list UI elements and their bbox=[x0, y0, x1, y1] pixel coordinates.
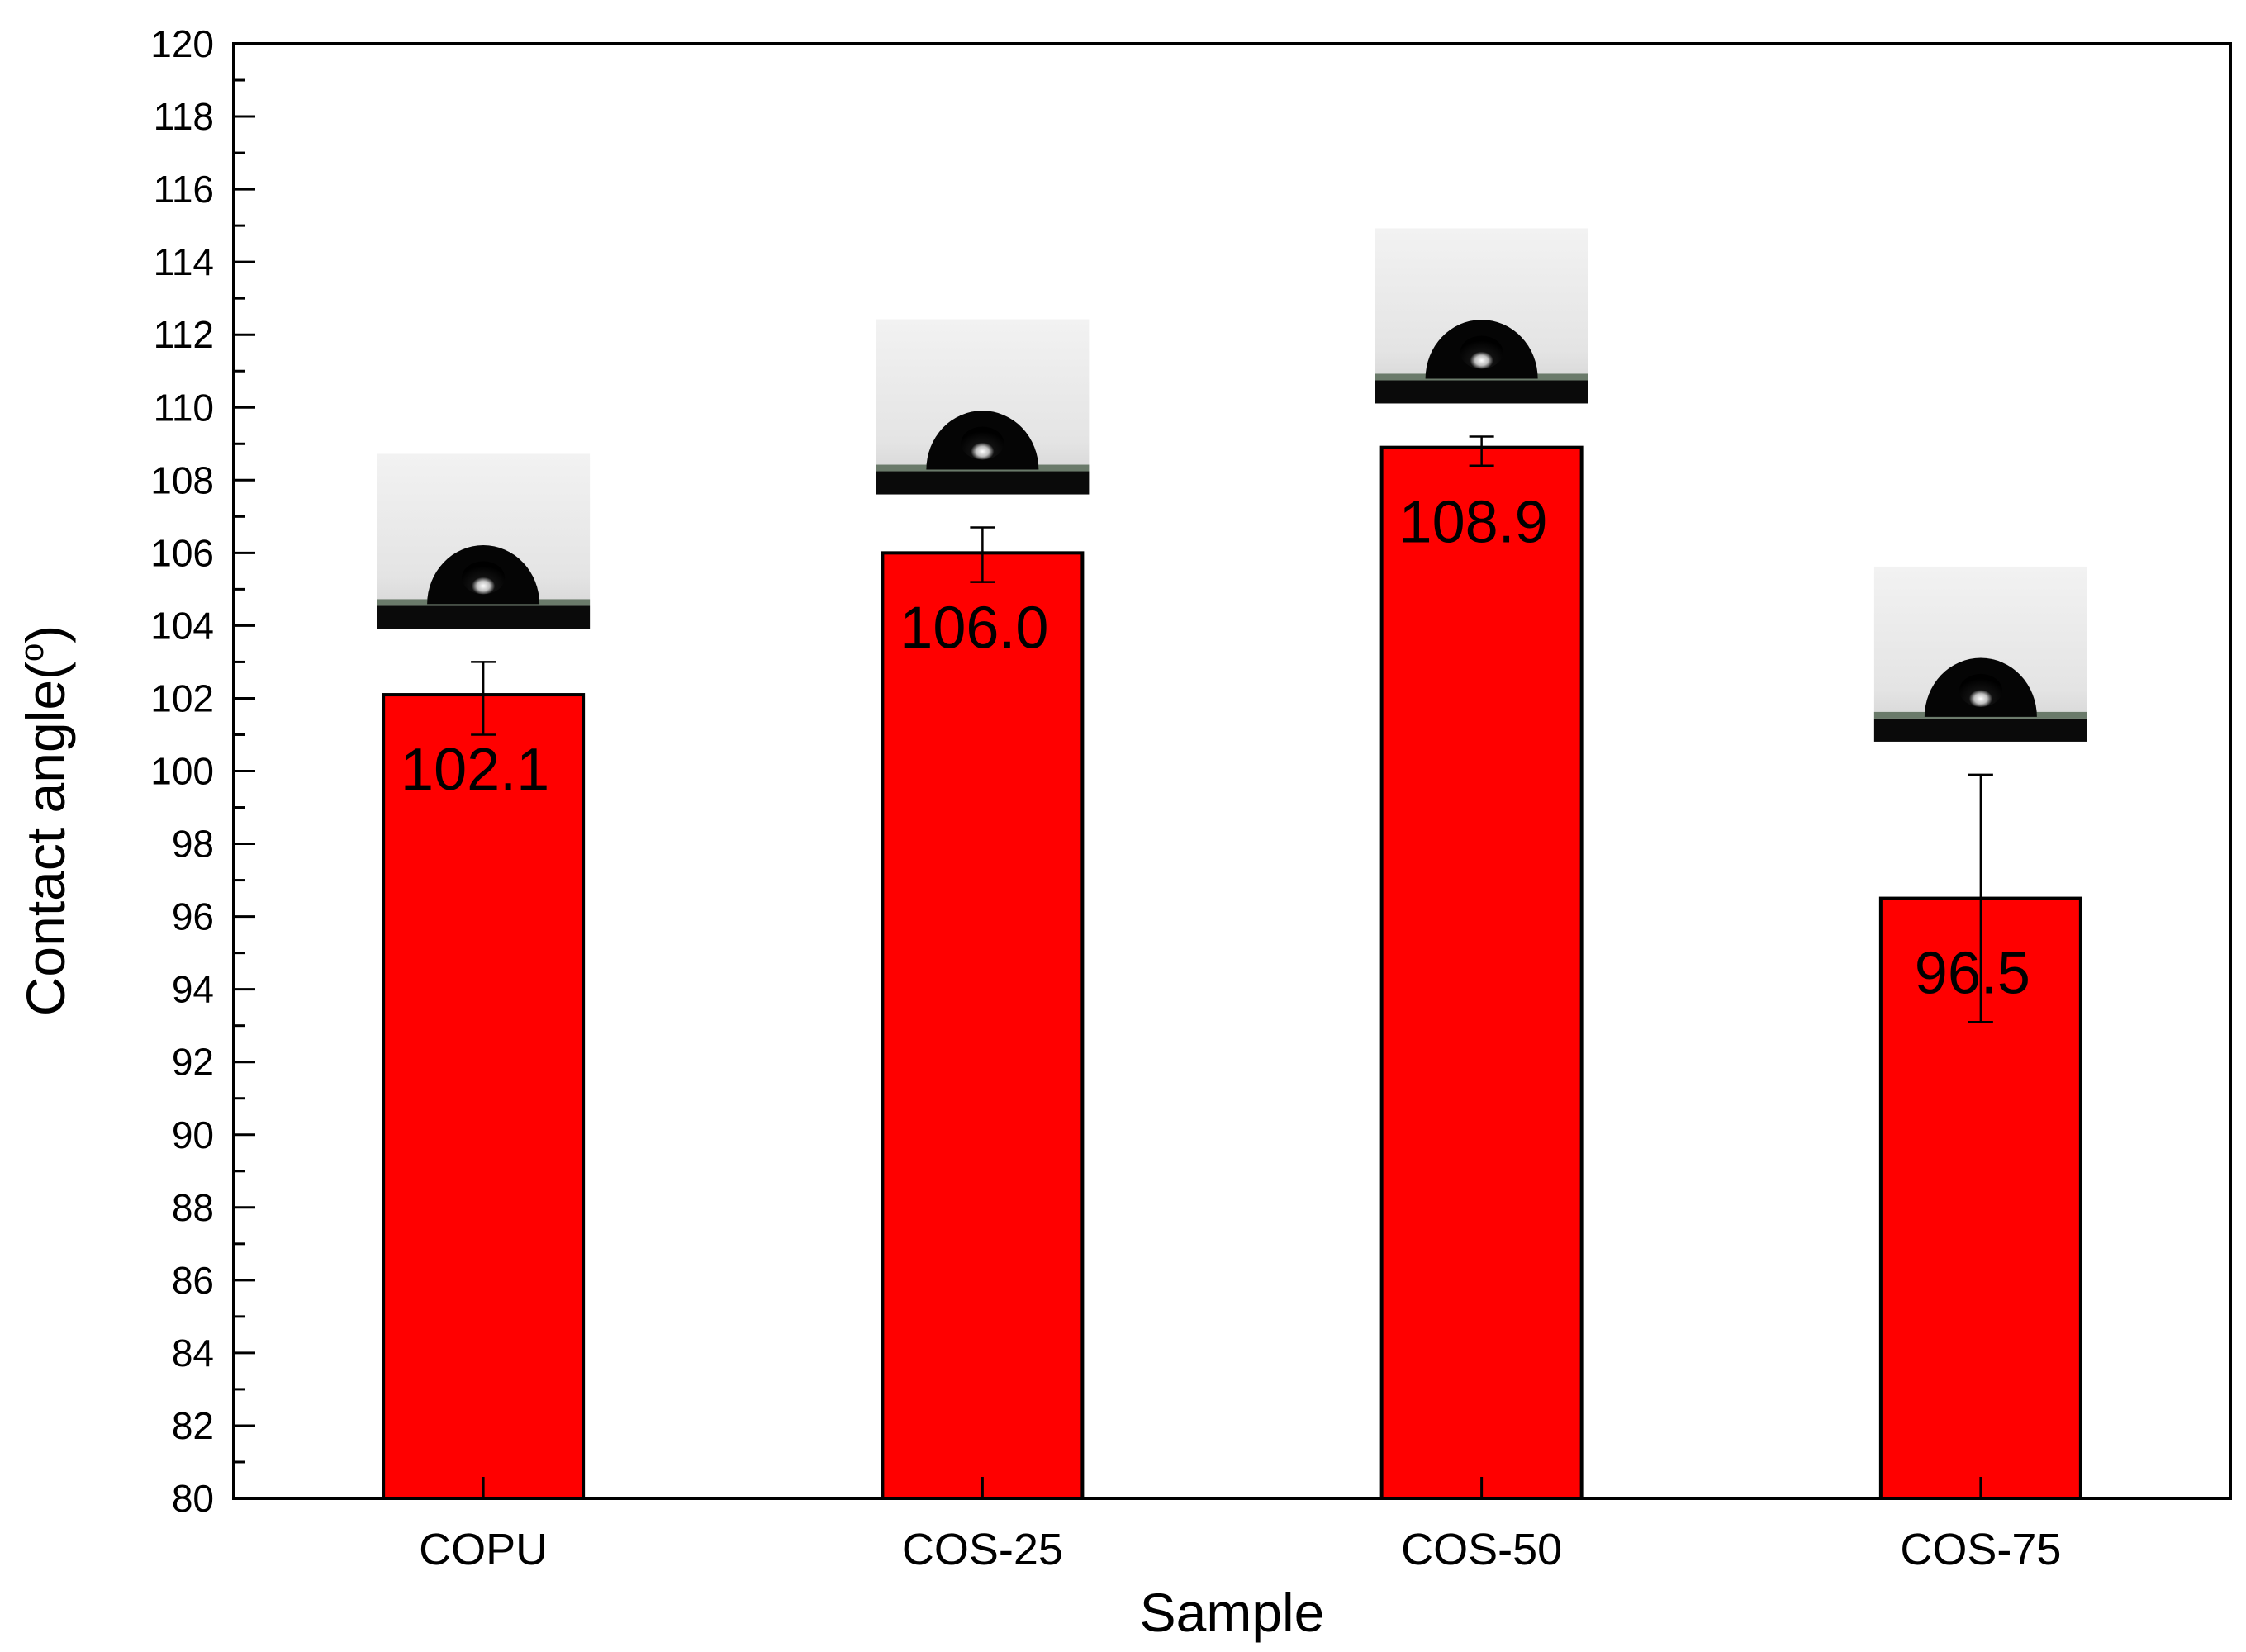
y-tick-label: 108 bbox=[150, 458, 214, 501]
y-tick-label: 100 bbox=[150, 750, 214, 793]
y-tick-label: 90 bbox=[172, 1113, 214, 1156]
y-tick-label: 120 bbox=[150, 22, 214, 65]
x-category-label: COS-50 bbox=[1401, 1525, 1562, 1574]
droplet-photo-inset bbox=[876, 319, 1090, 495]
x-category-label: COPU bbox=[419, 1525, 548, 1574]
y-axis-title-degree: o bbox=[14, 643, 50, 662]
data-labels: 102.1 106.0 108.9 96.5 bbox=[401, 490, 2030, 1007]
y-tick-label: 104 bbox=[150, 604, 214, 647]
droplet-photo-inset bbox=[377, 453, 591, 629]
error-bars bbox=[471, 435, 1993, 1023]
y-tick-label: 94 bbox=[172, 968, 214, 1011]
y-tick-label: 114 bbox=[154, 240, 214, 283]
axes: 80 82 84 86 88 90 92 94 96 98 100 102 104 106 108 110 11… bbox=[150, 22, 2232, 1574]
y-axis-title: Contact angle(o) bbox=[14, 625, 76, 1017]
y-tick-label: 102 bbox=[150, 676, 214, 719]
inset-substrate bbox=[876, 471, 1090, 495]
data-label: 108.9 bbox=[1399, 490, 1548, 556]
inset-droplet-highlight bbox=[462, 561, 506, 595]
y-tick-label: 86 bbox=[172, 1259, 214, 1302]
inset-droplet-highlight bbox=[1460, 335, 1503, 369]
data-label: 106.0 bbox=[900, 595, 1048, 661]
inset-droplet-highlight bbox=[1959, 673, 2002, 707]
y-tick-label: 98 bbox=[172, 823, 214, 866]
y-tick-label: 80 bbox=[172, 1477, 214, 1520]
x-category-label: COS-75 bbox=[1900, 1525, 2061, 1574]
y-tick-label: 96 bbox=[172, 895, 214, 938]
data-label: 96.5 bbox=[1915, 941, 2030, 1007]
y-tick-label: 106 bbox=[150, 531, 214, 574]
y-tick-label: 82 bbox=[172, 1404, 214, 1447]
inset-substrate bbox=[1375, 380, 1588, 404]
inset-substrate bbox=[1873, 718, 2087, 742]
bar-cos-25 bbox=[881, 551, 1085, 1500]
bars bbox=[382, 445, 2082, 1500]
bar-copu bbox=[382, 693, 586, 1500]
bar-cos-50 bbox=[1379, 445, 1584, 1500]
inset-substrate bbox=[377, 605, 591, 629]
x-category-label: COS-25 bbox=[902, 1525, 1063, 1574]
y-tick-label: 112 bbox=[154, 313, 214, 356]
inset-droplet-highlight bbox=[961, 426, 1004, 460]
droplet-photo-inset bbox=[1375, 228, 1588, 404]
y-axis-title-main: Contact angle( bbox=[15, 662, 76, 1016]
y-axis-title-close: ) bbox=[15, 625, 76, 643]
x-axis-title: Sample bbox=[1140, 1582, 1325, 1643]
y-tick-label: 110 bbox=[154, 386, 214, 429]
data-label: 102.1 bbox=[401, 737, 549, 803]
y-tick-label: 116 bbox=[154, 168, 214, 211]
y-tick-label: 88 bbox=[172, 1186, 214, 1229]
droplet-photo-inset bbox=[1873, 566, 2087, 742]
y-tick-label: 118 bbox=[154, 95, 214, 138]
y-tick-label: 84 bbox=[172, 1332, 214, 1374]
droplet-insets bbox=[377, 228, 2087, 742]
y-tick-label: 92 bbox=[172, 1041, 214, 1084]
